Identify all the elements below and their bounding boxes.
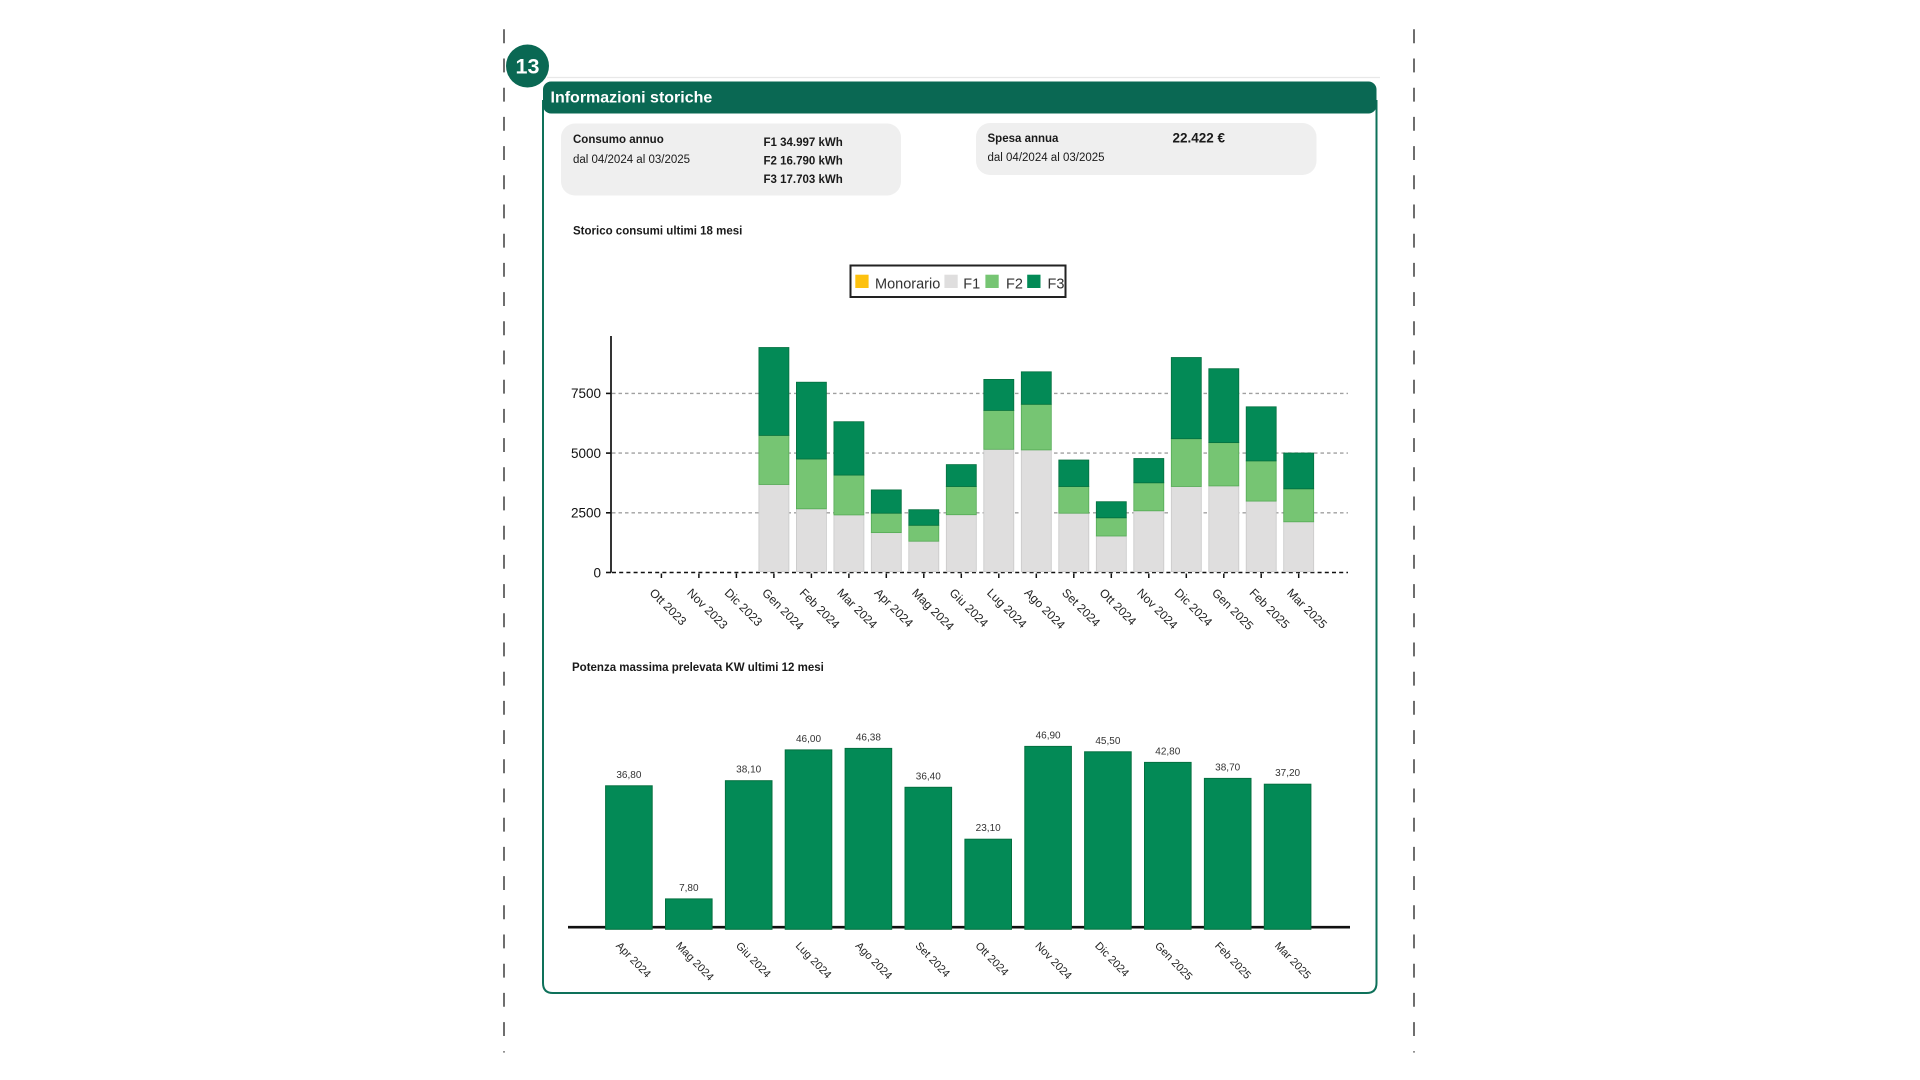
svg-text:F1: F1 — [963, 277, 980, 293]
svg-text:7,80: 7,80 — [679, 883, 699, 894]
svg-text:Storico consumi ultimi 18 mesi: Storico consumi ultimi 18 mesi — [573, 226, 742, 238]
svg-text:38,70: 38,70 — [1215, 762, 1240, 773]
svg-text:F3 17.703 kWh: F3 17.703 kWh — [764, 174, 843, 186]
svg-text:37,20: 37,20 — [1275, 768, 1300, 779]
svg-text:22.422 €: 22.422 € — [1173, 131, 1226, 146]
svg-text:13: 13 — [516, 55, 540, 79]
svg-text:23,10: 23,10 — [976, 823, 1001, 834]
svg-text:38,10: 38,10 — [736, 765, 761, 776]
svg-text:Spesa annua: Spesa annua — [988, 133, 1060, 145]
svg-text:Monorario: Monorario — [875, 277, 940, 293]
svg-text:Informazioni storiche: Informazioni storiche — [551, 90, 713, 107]
svg-text:2500: 2500 — [571, 506, 601, 521]
svg-text:dal 04/2024 al 03/2025: dal 04/2024 al 03/2025 — [988, 152, 1105, 164]
svg-text:Consumo annuo: Consumo annuo — [573, 134, 664, 146]
svg-text:36,40: 36,40 — [916, 771, 941, 782]
svg-text:36,80: 36,80 — [616, 770, 641, 781]
svg-text:F3: F3 — [1048, 277, 1065, 293]
svg-text:Potenza massima prelevata KW u: Potenza massima prelevata KW ultimi 12 m… — [572, 662, 824, 674]
svg-text:5000: 5000 — [571, 446, 601, 461]
svg-text:0: 0 — [593, 565, 601, 580]
svg-text:45,50: 45,50 — [1095, 736, 1120, 747]
svg-text:46,38: 46,38 — [856, 732, 881, 743]
svg-text:F2 16.790 kWh: F2 16.790 kWh — [764, 156, 843, 168]
svg-text:dal 04/2024 al 03/2025: dal 04/2024 al 03/2025 — [573, 154, 690, 166]
svg-text:F2: F2 — [1006, 277, 1023, 293]
svg-text:7500: 7500 — [571, 386, 601, 401]
svg-text:42,80: 42,80 — [1155, 746, 1180, 757]
svg-text:46,90: 46,90 — [1036, 730, 1061, 741]
svg-text:F1 34.997 kWh: F1 34.997 kWh — [764, 137, 843, 149]
svg-text:46,00: 46,00 — [796, 734, 821, 745]
